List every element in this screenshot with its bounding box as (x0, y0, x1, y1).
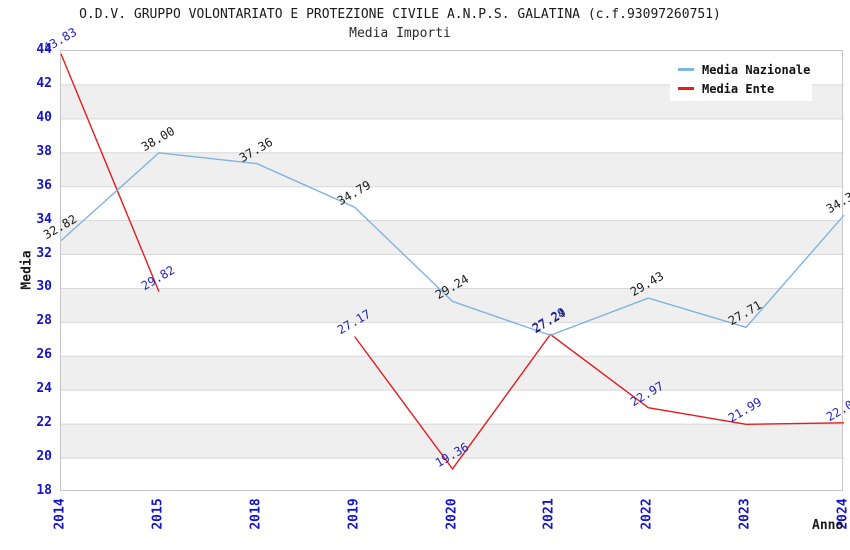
legend-swatch-icon (678, 87, 694, 90)
x-tick-label: 2020 (444, 498, 459, 530)
y-tick-label: 26 (36, 347, 52, 363)
x-tick-label: 2021 (541, 498, 557, 530)
line-chart-svg (60, 53, 845, 471)
y-tick-label: 30 (36, 279, 52, 295)
x-tick-label: 2015 (150, 498, 166, 530)
series-line (60, 53, 845, 471)
y-tick-label: 44 (36, 42, 52, 57)
chart-subtitle: Media Importi (349, 26, 451, 41)
y-tick-label: 18 (36, 483, 52, 498)
y-tick-label: 20 (36, 449, 52, 465)
y-tick-label: 24 (36, 381, 52, 397)
x-tick-label: 2019 (346, 498, 362, 530)
y-tick-label: 42 (36, 75, 52, 91)
y-tick-label: 40 (36, 109, 52, 125)
legend-entry: Media Nazionale (678, 62, 812, 77)
chart-title: O.D.V. GRUPPO VOLONTARIATO E PROTEZIONE … (79, 7, 721, 22)
legend: Media Nazionale Media Ente (670, 57, 812, 101)
y-tick-label: 22 (36, 415, 52, 431)
plot-area (60, 50, 845, 491)
series-line (60, 152, 845, 337)
legend-label: Media Nazionale (702, 62, 811, 77)
x-tick-label: 2018 (248, 498, 264, 530)
legend-swatch-icon (678, 68, 694, 71)
y-tick-label: 36 (36, 177, 52, 193)
y-tick-label: 32 (36, 245, 52, 261)
x-tick-label: 2014 (52, 498, 68, 530)
y-tick-label: 34 (36, 211, 52, 227)
legend-label: Media Ente (702, 81, 775, 96)
x-tick-label: 2023 (737, 498, 753, 530)
y-tick-label: 28 (36, 313, 52, 329)
legend-entry: Media Ente (678, 81, 812, 96)
x-tick-label: 2022 (639, 498, 655, 530)
x-axis-title: Anno (812, 518, 844, 533)
y-tick-label: 38 (36, 143, 52, 159)
